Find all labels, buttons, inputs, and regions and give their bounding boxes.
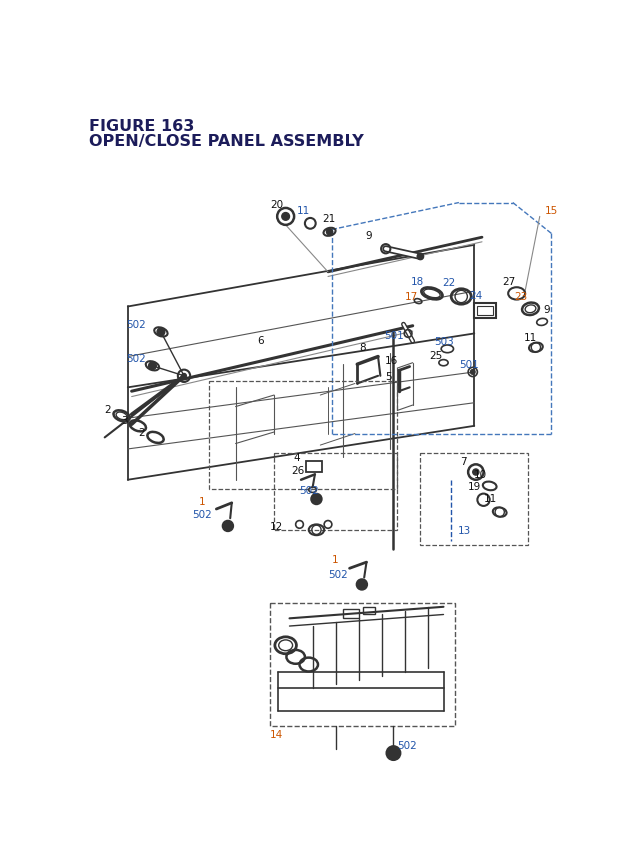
Text: OPEN/CLOSE PANEL ASSEMBLY: OPEN/CLOSE PANEL ASSEMBLY	[90, 134, 364, 149]
Circle shape	[387, 746, 401, 760]
Text: 10: 10	[474, 469, 488, 479]
Text: 24: 24	[470, 291, 483, 300]
Text: 11: 11	[524, 333, 537, 343]
Text: 2: 2	[139, 428, 145, 437]
Text: 502: 502	[299, 486, 319, 495]
Bar	[274, 453, 397, 530]
Text: 6: 6	[257, 335, 264, 345]
Circle shape	[470, 370, 475, 375]
Text: 501: 501	[459, 360, 479, 370]
Text: 5: 5	[385, 371, 392, 381]
Text: 21: 21	[322, 214, 335, 224]
Text: 26: 26	[291, 465, 304, 475]
Text: 9: 9	[365, 231, 372, 240]
Text: 11: 11	[297, 206, 310, 216]
Bar	[420, 453, 528, 546]
Circle shape	[311, 494, 322, 505]
Circle shape	[390, 750, 397, 756]
Text: 18: 18	[411, 276, 424, 287]
Circle shape	[182, 374, 186, 379]
Circle shape	[417, 254, 424, 260]
Text: 502: 502	[126, 319, 146, 330]
Bar	[363, 607, 375, 615]
Text: 9: 9	[543, 305, 550, 314]
Bar	[474, 303, 496, 319]
Text: 14: 14	[270, 729, 284, 739]
Text: 502: 502	[397, 740, 417, 751]
Text: 502: 502	[328, 569, 348, 579]
Text: 502: 502	[192, 510, 211, 520]
Text: 19: 19	[468, 481, 481, 492]
Text: 3: 3	[122, 416, 128, 426]
Circle shape	[223, 521, 234, 532]
Text: 17: 17	[405, 292, 419, 302]
Circle shape	[282, 214, 289, 221]
Bar	[209, 381, 397, 489]
Text: 8: 8	[359, 343, 365, 353]
Text: 501: 501	[384, 331, 404, 341]
Text: 2: 2	[105, 405, 111, 414]
Text: 27: 27	[502, 276, 515, 287]
Text: 502: 502	[126, 354, 146, 363]
Text: 1: 1	[198, 496, 205, 506]
Bar	[307, 461, 322, 473]
Circle shape	[157, 329, 164, 337]
Text: FIGURE 163: FIGURE 163	[90, 119, 195, 133]
Circle shape	[356, 579, 367, 590]
Text: 25: 25	[429, 350, 443, 361]
Bar	[477, 307, 493, 316]
Circle shape	[473, 469, 479, 475]
Text: 4: 4	[293, 452, 300, 462]
Circle shape	[326, 229, 333, 236]
Text: 11: 11	[484, 493, 497, 504]
Text: 1: 1	[332, 554, 339, 565]
Bar	[344, 610, 359, 618]
Text: 22: 22	[442, 277, 455, 288]
Text: 7: 7	[460, 456, 467, 467]
Text: 15: 15	[545, 206, 558, 216]
Text: 12: 12	[270, 521, 284, 531]
Circle shape	[148, 362, 156, 370]
Bar	[270, 604, 455, 727]
Text: 23: 23	[515, 292, 527, 302]
Text: 13: 13	[458, 525, 470, 536]
Text: 16: 16	[385, 356, 398, 366]
Text: 503: 503	[435, 337, 454, 347]
Text: 20: 20	[270, 200, 284, 210]
